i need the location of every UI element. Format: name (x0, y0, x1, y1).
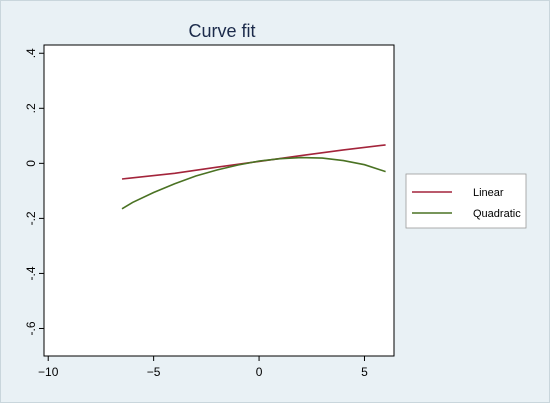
plot-area (43, 44, 395, 357)
legend-box (405, 173, 527, 229)
series-line-quadratic (121, 156, 386, 210)
series-layer (121, 144, 386, 210)
legend-label-linear: Linear (473, 187, 504, 199)
x-tick-label: 0 (256, 365, 263, 379)
y-tick-label: -.4 (24, 266, 38, 280)
x-axis: −10 −5 0 5 (38, 356, 368, 379)
y-tick-label: 0 (24, 160, 38, 167)
legend: Linear Quadratic (405, 173, 527, 229)
y-tick-label: -.2 (24, 211, 38, 225)
chart-title: Curve fit (188, 21, 255, 41)
x-tick-label: −10 (38, 365, 59, 379)
y-tick-label: .4 (24, 48, 38, 58)
y-tick-label: .2 (24, 103, 38, 113)
x-tick-label: 5 (361, 365, 368, 379)
y-tick-label: -.6 (24, 321, 38, 335)
y-axis: -.6 -.4 -.2 0 .2 .4 (24, 48, 44, 335)
x-tick-label: −5 (147, 365, 161, 379)
legend-label-quadratic: Quadratic (473, 208, 521, 220)
